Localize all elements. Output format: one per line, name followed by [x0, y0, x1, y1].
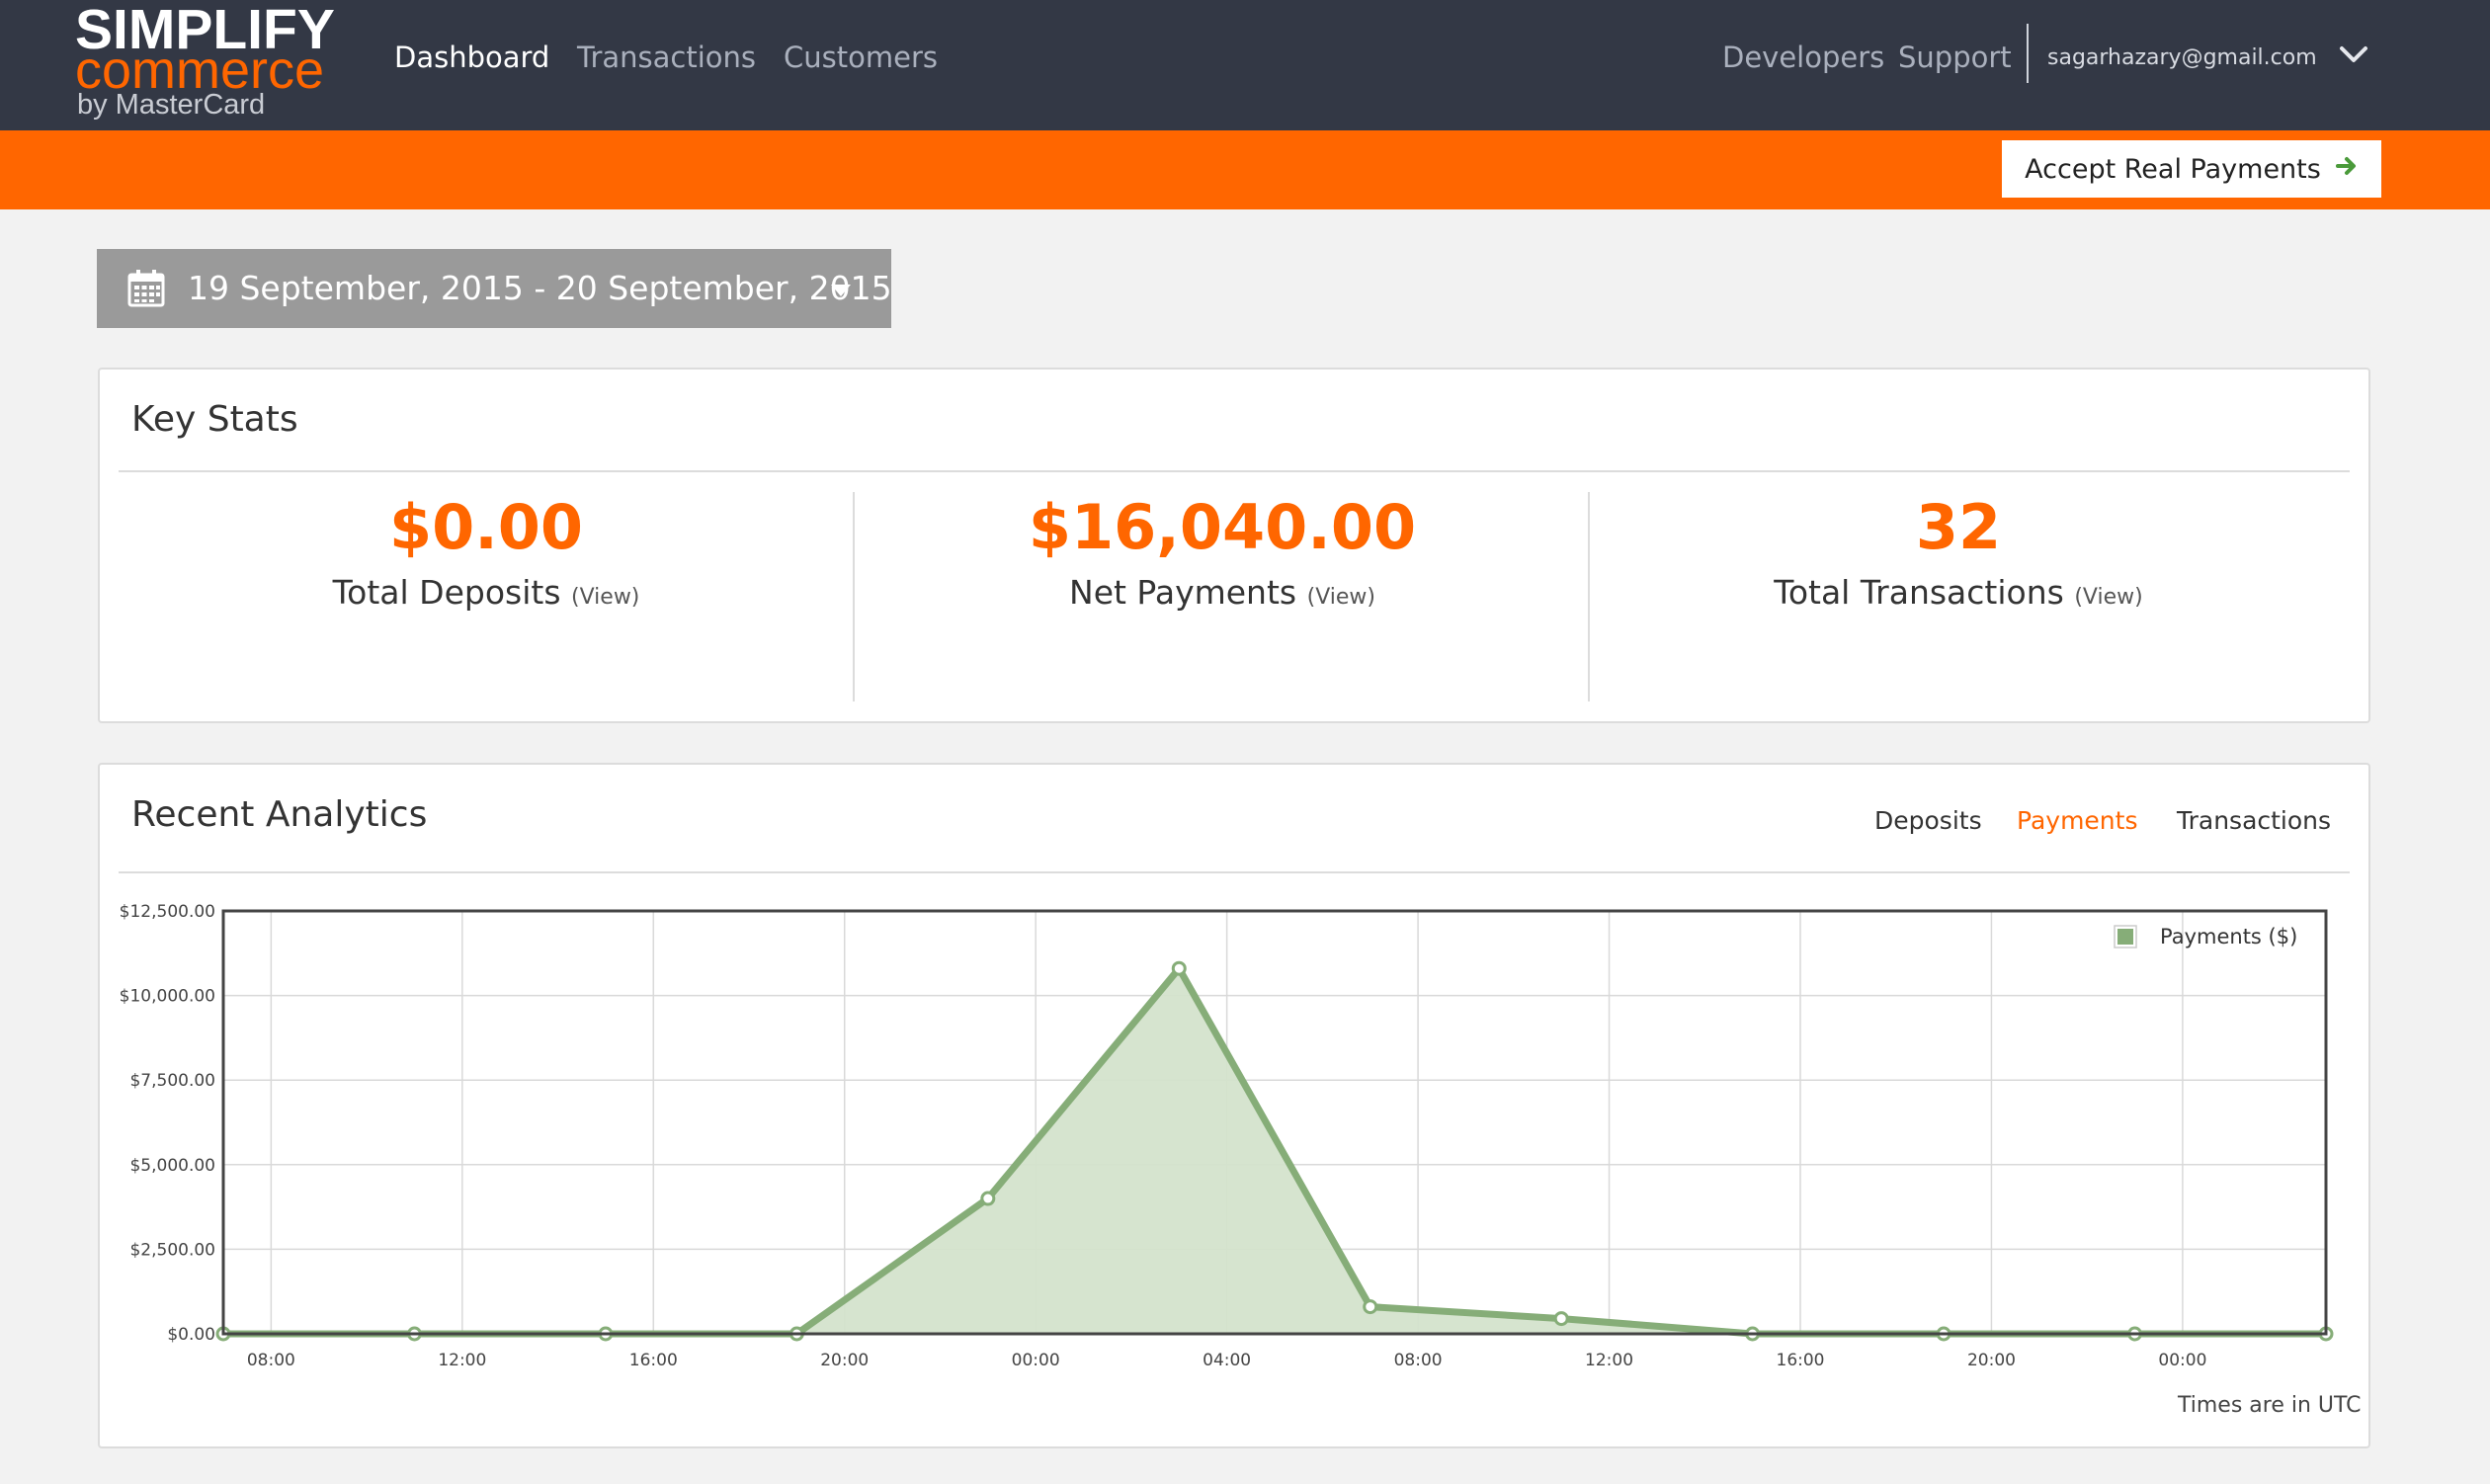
tab-payments[interactable]: Payments — [2017, 806, 2138, 835]
y-tick-label: $12,500.00 — [120, 902, 215, 922]
x-tick-label: 00:00 — [1012, 1351, 1060, 1370]
data-point — [1363, 1299, 1378, 1315]
data-point — [1553, 1311, 1569, 1327]
stat-value: 32 — [1915, 491, 2002, 563]
x-tick-label: 20:00 — [820, 1351, 869, 1370]
x-tick-label: 16:00 — [1777, 1351, 1825, 1370]
y-tick-label: $5,000.00 — [129, 1156, 215, 1176]
x-tick-label: 12:00 — [1585, 1351, 1633, 1370]
stat-total-deposits: $0.00 Total Deposits (View) — [119, 488, 854, 621]
chevron-down-icon[interactable] — [2338, 43, 2369, 67]
key-stats-card — [98, 368, 2370, 723]
recent-analytics-title: Recent Analytics — [131, 794, 428, 835]
key-stats-title: Key Stats — [131, 399, 298, 440]
view-deposits-link[interactable]: (View) — [571, 585, 640, 610]
stat-total-transactions: 32 Total Transactions (View) — [1591, 488, 2326, 621]
view-payments-link[interactable]: (View) — [1306, 585, 1375, 610]
y-tick-label: $7,500.00 — [129, 1071, 215, 1091]
legend-label: Payments ($) — [2160, 925, 2297, 948]
y-tick-label: $10,000.00 — [120, 987, 215, 1007]
series-area — [223, 968, 2326, 1334]
stat-label-text: Total Transactions — [1774, 573, 2064, 612]
tab-deposits[interactable]: Deposits — [1874, 806, 1982, 835]
timezone-note: Times are in UTC — [2178, 1393, 2362, 1418]
stat-net-payments: $16,040.00 Net Payments (View) — [855, 488, 1590, 621]
stat-label: Total Transactions (View) — [1591, 569, 2326, 621]
stat-label: Net Payments (View) — [855, 569, 1590, 621]
legend-swatch — [2117, 929, 2133, 945]
user-email[interactable]: sagarhazary@gmail.com — [2047, 45, 2317, 70]
x-tick-label: 08:00 — [247, 1351, 295, 1370]
x-tick-label: 04:00 — [1203, 1351, 1251, 1370]
payments-area-chart: $0.00 $2,500.00 $5,000.00 $7,500.00 $10,000.… — [120, 902, 2334, 1370]
stat-label: Total Deposits (View) — [119, 569, 854, 621]
stat-value: $16,040.00 — [1028, 491, 1417, 563]
date-range-label: 19 September, 2015 - 20 September, 2015 — [188, 269, 892, 307]
nav-transactions[interactable]: Transactions — [577, 41, 757, 74]
data-point — [980, 1191, 996, 1206]
stat-value: $0.00 — [388, 491, 584, 563]
tab-transactions[interactable]: Transactions — [2177, 806, 2332, 835]
arrow-right-icon — [2335, 154, 2359, 185]
x-tick-label: 12:00 — [438, 1351, 486, 1370]
plot-border — [221, 909, 2328, 1336]
accept-real-payments-label: Accept Real Payments — [2025, 153, 2321, 185]
x-tick-label: 08:00 — [1394, 1351, 1443, 1370]
date-range-picker[interactable]: 19 September, 2015 - 20 September, 2015 — [97, 249, 892, 328]
top-navbar: SIMPLIFY commerce by MasterCard Dashboar… — [0, 0, 2490, 130]
stat-separator — [1588, 492, 1590, 701]
x-tick-label: 00:00 — [2158, 1351, 2206, 1370]
nav-customers[interactable]: Customers — [784, 41, 938, 74]
view-transactions-link[interactable]: (View) — [2074, 585, 2143, 610]
key-stats-divider — [119, 470, 2350, 472]
logo-line-mastercard: by MasterCard — [77, 89, 266, 121]
data-point — [1171, 960, 1187, 976]
y-tick-label: $2,500.00 — [129, 1240, 215, 1260]
x-tick-label: 20:00 — [1967, 1351, 2016, 1370]
accept-real-payments-button[interactable]: Accept Real Payments — [2002, 140, 2381, 198]
calendar-icon — [126, 269, 166, 308]
simplify-commerce-logo[interactable]: SIMPLIFY commerce by MasterCard — [75, 2, 352, 124]
stat-label-text: Total Deposits — [332, 573, 561, 612]
nav-support[interactable]: Support — [1898, 41, 2012, 74]
stat-label-text: Net Payments — [1069, 573, 1297, 612]
y-tick-label: $0.00 — [167, 1325, 215, 1345]
stat-separator — [853, 492, 855, 701]
logo-line-simplify: SIMPLIFY — [75, 0, 335, 61]
caret-down-icon — [830, 283, 852, 296]
logo-line-commerce: commerce — [75, 41, 325, 100]
nav-dashboard[interactable]: Dashboard — [394, 41, 550, 74]
nav-divider — [2027, 24, 2029, 83]
analytics-divider — [119, 871, 2350, 873]
nav-developers[interactable]: Developers — [1722, 41, 1885, 74]
x-tick-label: 16:00 — [629, 1351, 678, 1370]
